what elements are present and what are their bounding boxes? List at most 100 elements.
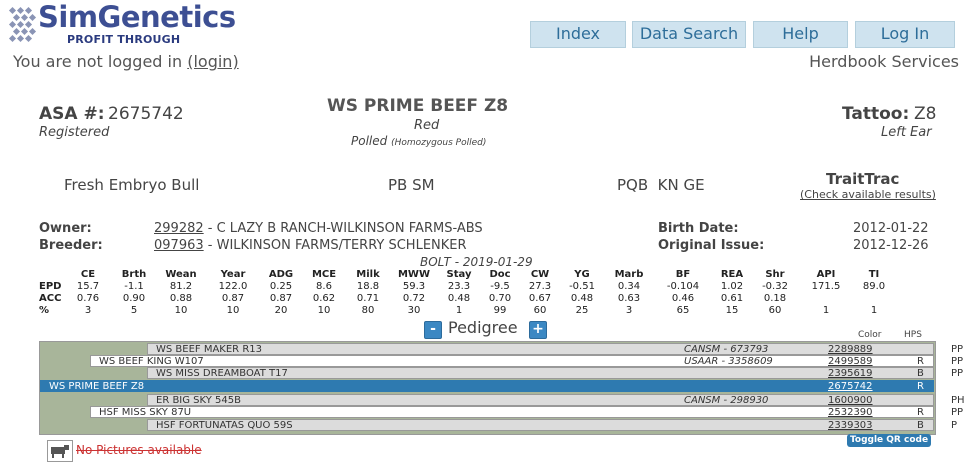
epd-cell: 8.6 — [316, 281, 332, 292]
epd-cell: 15.7 — [76, 281, 100, 292]
epd-cell: Milk — [356, 269, 380, 280]
epd-row: % 3 5 10 10 20 10 80 30 1 99 60 25 3 65 15 60 1 1 — [39, 305, 893, 317]
animal-color: Red — [414, 118, 440, 133]
epd-cell: BF — [675, 269, 691, 280]
status-bar — [0, 48, 975, 78]
pedigree-row[interactable]: ER BIG SKY 545B CANSM - 298930 1600900 PH — [147, 394, 965, 406]
epd-run-date: BOLT - 2019-01-29 — [420, 255, 533, 269]
pedigree-hps: PP — [951, 356, 964, 367]
epd-row: EPD 15.7 -1.1 81.2 122.0 0.25 8.6 18.8 59.3 23.3 -… — [39, 281, 893, 293]
epd-cell: 0.67 — [528, 293, 552, 304]
epd-cell — [855, 293, 893, 305]
breeder-label: Breeder: — [39, 238, 103, 253]
pedigree-row[interactable]: WS MISS DREAMBOAT T17 2395619 B PP — [147, 367, 963, 379]
pedigree-foreign-reg: USAAR - 3358609 — [684, 356, 773, 367]
epd-cell: % — [39, 305, 50, 316]
epd-cell: 10 — [226, 305, 240, 316]
traittrac-link[interactable]: (Check available results) — [800, 188, 936, 201]
pedigree-row[interactable]: WS PRIME BEEF Z8 2675742 R PP — [40, 380, 963, 392]
epd-cell: ADG — [268, 269, 294, 280]
epd-cell: 18.8 — [356, 281, 380, 292]
pedigree-hps: PH — [951, 395, 965, 406]
toggle-qr-code-button[interactable]: Toggle QR code — [847, 434, 931, 447]
pedigree-reg-number[interactable]: 2499589 — [828, 356, 873, 367]
cow-icon — [47, 440, 73, 462]
pedigree-animal-name: WS BEEF KING W107 — [99, 356, 204, 367]
pedigree-reg-number[interactable]: 2532390 — [828, 407, 873, 418]
asa-label: ASA #: — [39, 104, 105, 124]
birth-date-label: Birth Date: — [658, 221, 739, 236]
epd-cell: 0.87 — [221, 293, 245, 304]
login-link[interactable]: (login) — [187, 52, 239, 71]
nav-data-search[interactable]: Data Search — [632, 21, 746, 48]
epd-table: CE Brth Wean Year ADG MCE Milk MWW Stay Doc CW YG Ma… — [39, 269, 893, 317]
animal-codes: PQB KN GE — [617, 176, 705, 194]
epd-cell: 89.0 — [862, 281, 886, 292]
epd-cell: 1 — [455, 305, 463, 316]
epd-cell: 60 — [533, 305, 547, 316]
epd-cell: -0.32 — [762, 281, 788, 292]
epd-cell — [39, 269, 63, 281]
nav-index[interactable]: Index — [530, 21, 626, 48]
epd-cell: YG — [574, 269, 590, 280]
epd-cell: 25 — [575, 305, 589, 316]
epd-cell: TI — [868, 269, 880, 280]
nav-help[interactable]: Help — [753, 21, 848, 48]
pedigree-expand-button[interactable]: + — [529, 321, 547, 339]
epd-cell: 0.48 — [447, 293, 471, 304]
breeder-name: - WILKINSON FARMS/TERRY SCHLENKER — [203, 238, 467, 253]
pedigree-animal-name: WS MISS DREAMBOAT T17 — [156, 368, 288, 379]
pedigree-row[interactable]: WS BEEF KING W107 USAAR - 3358609 2499589 R… — [90, 355, 963, 367]
epd-cell: 3 — [625, 305, 633, 316]
epd-cell: 1.02 — [720, 281, 744, 292]
epd-cell: 0.76 — [76, 293, 100, 304]
herdbook-services-label: Herdbook Services — [809, 52, 959, 71]
pedigree-reg-number[interactable]: 2339303 — [828, 420, 873, 431]
epd-cell: 0.87 — [269, 293, 293, 304]
epd-cell: 1 — [870, 305, 878, 316]
color-column-header: Color — [858, 330, 882, 340]
epd-cell: MCE — [311, 269, 337, 280]
pedigree-collapse-button[interactable]: - — [424, 321, 442, 339]
epd-cell: 5 — [130, 305, 138, 316]
pedigree-row[interactable]: WS BEEF MAKER R13 CANSM - 673793 2289889 PP — [147, 343, 963, 355]
epd-cell: Year — [220, 269, 246, 280]
pedigree-animal-name: HSF MISS SKY 87U — [99, 407, 192, 418]
original-issue-value: 2012-12-26 — [853, 238, 929, 253]
pedigree-reg-number[interactable]: 1600900 — [828, 395, 873, 406]
pedigree-animal-name: HSF FORTUNATAS QUO 59S — [156, 420, 293, 431]
pedigree-reg-number[interactable]: 2675742 — [828, 381, 873, 392]
tattoo-label: Tattoo: — [842, 104, 910, 124]
epd-cell: MWW — [397, 269, 430, 280]
pedigree-reg-number[interactable]: 2289889 — [828, 344, 873, 355]
epd-cell: EPD — [39, 281, 62, 292]
pedigree-hps: PP — [951, 344, 964, 355]
epd-cell: Stay — [446, 269, 472, 280]
breeder-id-link[interactable]: 097963 — [154, 238, 204, 253]
animal-name: WS PRIME BEEF Z8 — [327, 96, 509, 116]
epd-cell: 171.5 — [811, 281, 841, 292]
epd-cell: Marb — [614, 269, 644, 280]
login-status: You are not logged in (login) — [13, 52, 239, 71]
pedigree-color: B — [917, 420, 924, 431]
pedigree-row[interactable]: HSF FORTUNATAS QUO 59S 2339303 B P — [147, 419, 957, 431]
epd-cell: 15 — [725, 305, 739, 316]
site-header: SimGenetics PROFIT THROUGH SCIENCE Index… — [0, 0, 975, 59]
pedigree-row[interactable]: HSF MISS SKY 87U 2532390 R PP — [90, 406, 963, 418]
pedigree-reg-number[interactable]: 2395619 — [828, 368, 873, 379]
breeder-info: 097963 - WILKINSON FARMS/TERRY SCHLENKER — [154, 238, 467, 253]
nav-log-in[interactable]: Log In — [855, 21, 955, 48]
pedigree-foreign-reg: CANSM - 298930 — [684, 395, 769, 406]
epd-cell: 0.25 — [269, 281, 293, 292]
epd-cell: 122.0 — [218, 281, 248, 292]
epd-cell: 81.2 — [169, 281, 193, 292]
pedigree-color: R — [917, 407, 924, 418]
simgenetics-logo[interactable]: SimGenetics PROFIT THROUGH SCIENCE — [8, 0, 238, 59]
epd-cell: REA — [720, 269, 744, 280]
epd-cell: 60 — [768, 305, 782, 316]
pedigree-animal-name: ER BIG SKY 545B — [156, 395, 241, 406]
epd-cell: 10 — [317, 305, 331, 316]
epd-cell: 3 — [84, 305, 92, 316]
owner-id-link[interactable]: 299282 — [154, 221, 204, 236]
animal-type: Fresh Embryo Bull — [64, 176, 200, 194]
